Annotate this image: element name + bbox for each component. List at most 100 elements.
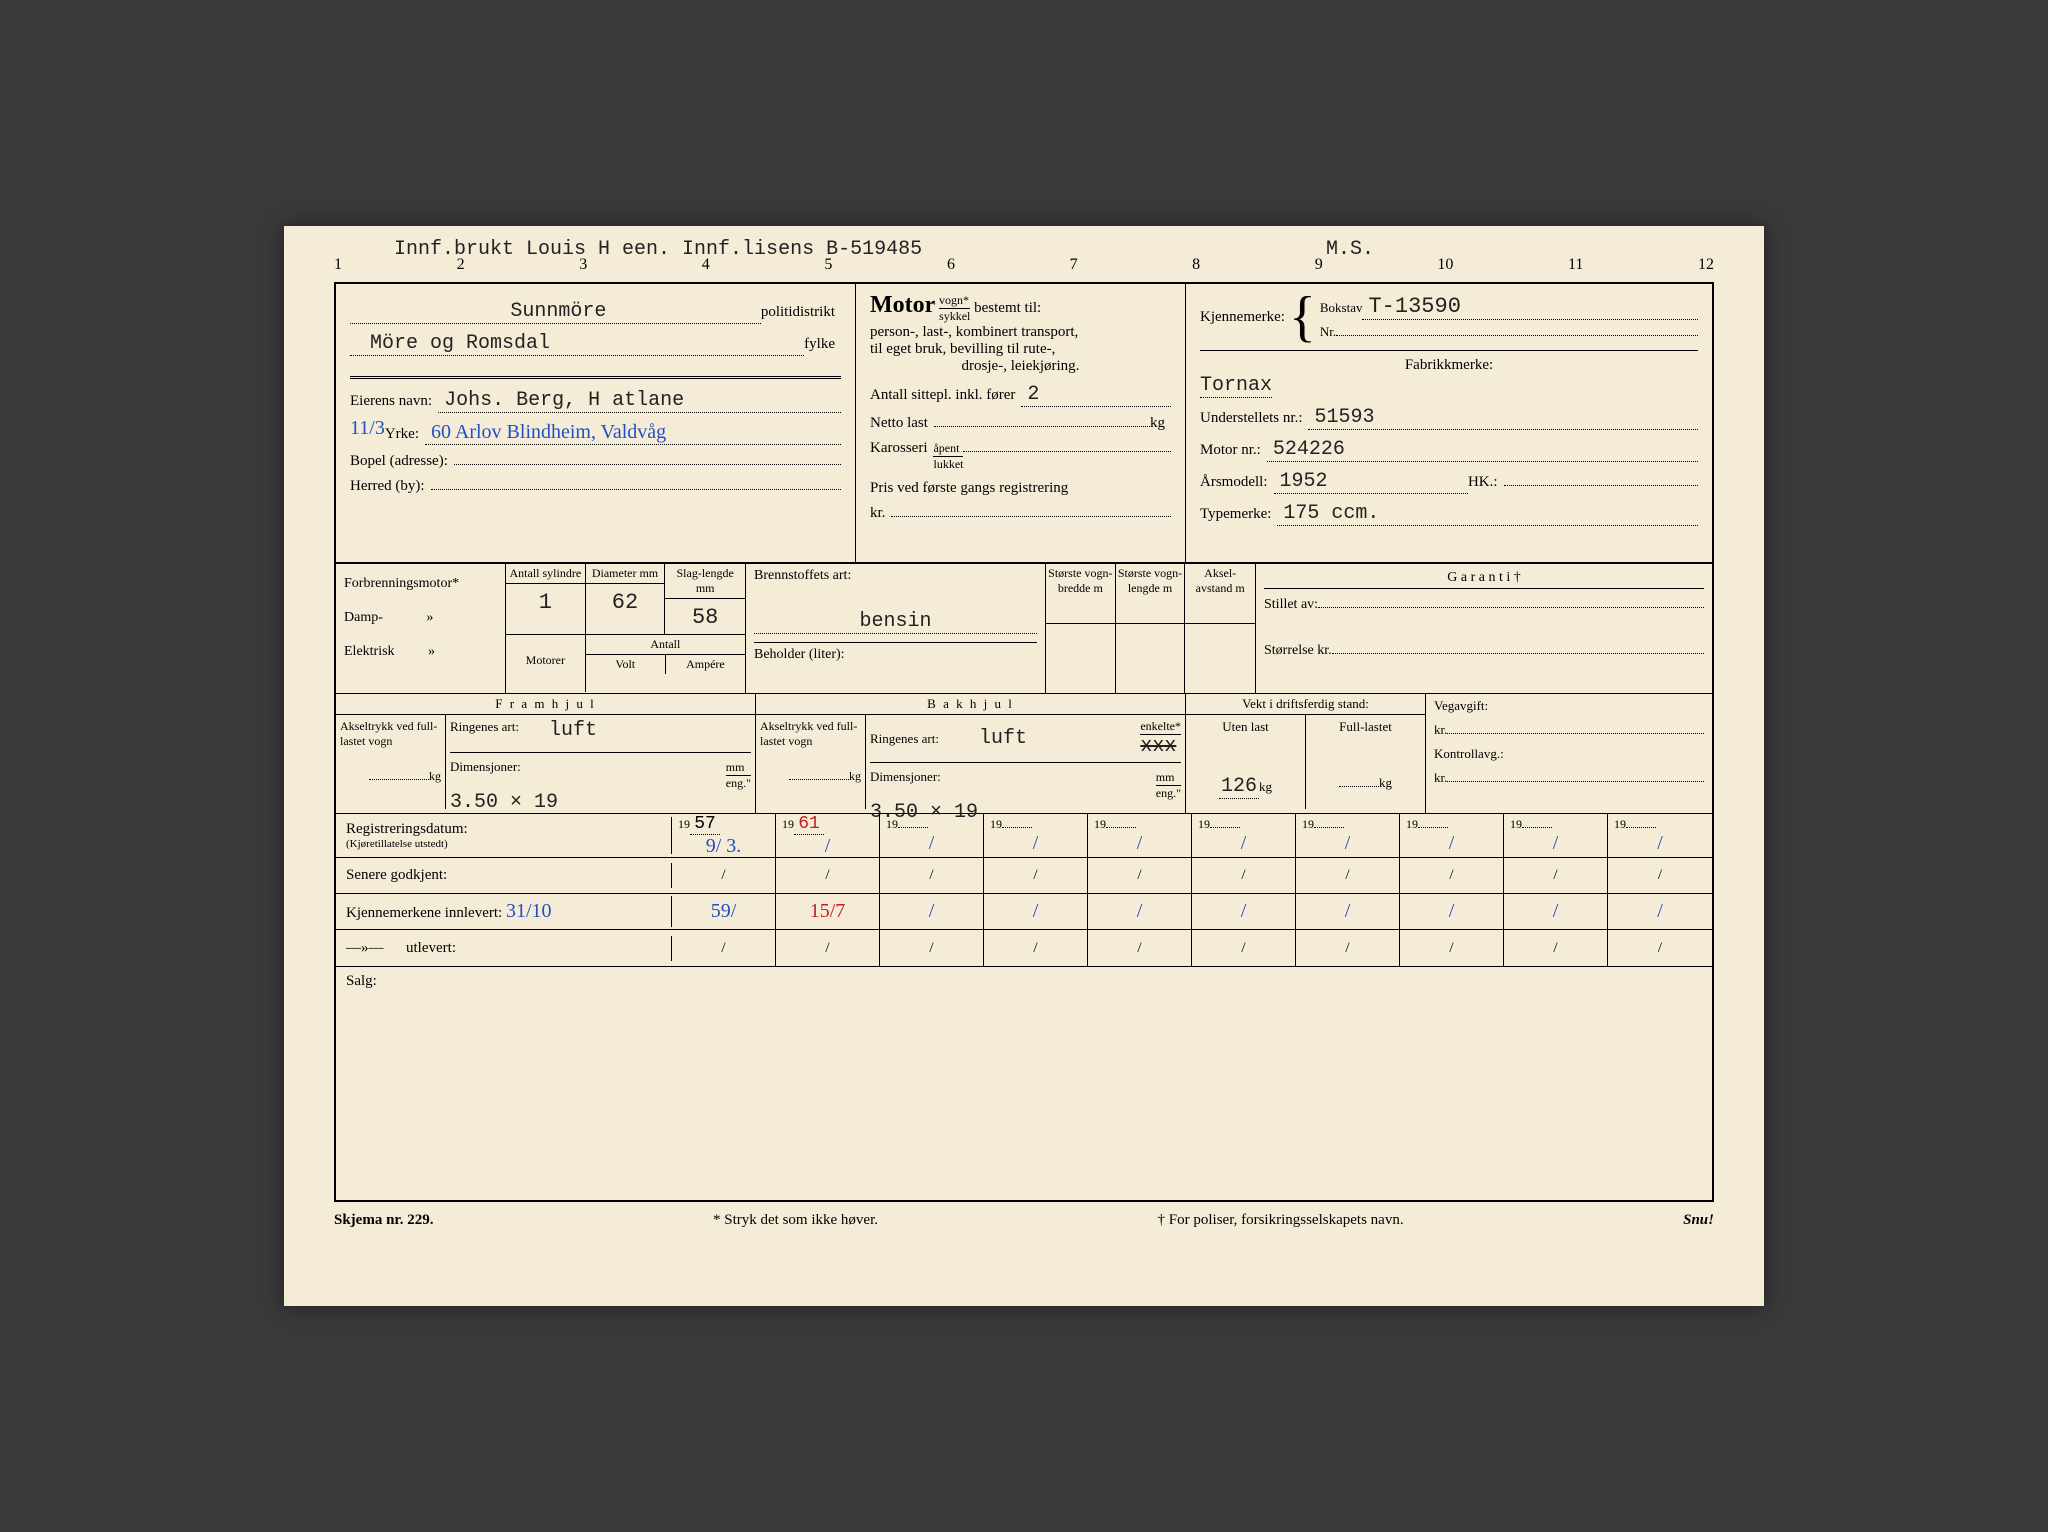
understell-value: 51593 [1308, 406, 1698, 430]
aarsmodell-value: 1952 [1274, 470, 1468, 494]
form-box: Sunnmöre politidistrikt Möre og Romsdal … [334, 282, 1714, 1202]
ring-front-value: luft [549, 719, 597, 742]
aarsmodell-label: Årsmodell: [1200, 474, 1268, 491]
bopel-label: Bopel (adresse): [350, 453, 448, 470]
framhjul-label: F r a m h j u l [336, 694, 755, 715]
date-year-cell: 19/ [1400, 814, 1504, 857]
date-year-cell: 1961/ [776, 814, 880, 857]
date-inn-cell: / [1504, 894, 1608, 929]
kjennemerke-label: Kjennemerke: [1200, 309, 1285, 326]
fabrikkmerke-label: Fabrikkmerke: [1200, 357, 1698, 374]
date-ut-cell: / [984, 930, 1088, 966]
date-inn-cell: / [984, 894, 1088, 929]
motor-block: Motor vogn* sykkel bestemt til: person-,… [856, 284, 1186, 562]
registration-card: Innf.brukt Louis H een. Innf.lisens B-51… [284, 226, 1764, 1306]
motornr-label: Motor nr.: [1200, 442, 1261, 459]
top-section: Sunnmöre politidistrikt Möre og Romsdal … [336, 284, 1712, 564]
ruler: Innf.brukt Louis H een. Innf.lisens B-51… [334, 256, 1714, 274]
sittepl-label: Antall sittepl. inkl. fører [870, 387, 1015, 404]
herred-value [431, 489, 841, 490]
typemerke-value: 175 ccm. [1277, 502, 1698, 526]
tick: 7 [1070, 256, 1078, 274]
kontroll-label: Kontrollavg.: [1434, 746, 1704, 762]
karosseri-label: Karosseri [870, 440, 927, 457]
date-inn-cell: / [1608, 894, 1712, 929]
ring-rear-value: luft [979, 727, 1027, 750]
date-sen-cell: / [1608, 858, 1712, 893]
footer: Skjema nr. 229. * Stryk det som ikke høv… [334, 1212, 1714, 1229]
fylke-value: Möre og Romsdal [350, 332, 804, 356]
motor-line3: drosje-, leiekjøring. [870, 358, 1171, 375]
date-sen-cell: / [776, 858, 880, 893]
hk-value [1504, 485, 1698, 486]
tick: 8 [1192, 256, 1200, 274]
motornr-value: 524226 [1267, 438, 1698, 462]
motor-line1: person-, last-, kombinert transport, [870, 324, 1171, 341]
bestemt-label: bestemt til: [974, 300, 1041, 316]
salg-block: Salg: [336, 967, 1712, 1057]
fylke-label: fylke [804, 336, 835, 353]
bokstav-label: Bokstav [1320, 300, 1363, 316]
bokstav-value: T-13590 [1362, 294, 1698, 320]
elektrisk-label: Elektrisk [344, 644, 395, 659]
date-ut-cell: / [1192, 930, 1296, 966]
understell-label: Understellets nr.: [1200, 410, 1302, 427]
date-year-cell: 19/ [880, 814, 984, 857]
senere-label: Senere godkjent: [336, 863, 672, 888]
typemerke-label: Typemerke: [1200, 506, 1271, 523]
vegavgift-label: Vegavgift: [1434, 698, 1704, 714]
hk-label: HK.: [1468, 474, 1498, 491]
reg-label: Registreringsdatum: [346, 821, 661, 838]
utlevert-label: utlevert: [406, 940, 456, 956]
date-inn-cell: 59/ [672, 894, 776, 929]
date-ut-cell: / [1504, 930, 1608, 966]
date-sen-cell: / [880, 858, 984, 893]
nr-label: Nr. [1320, 324, 1336, 340]
tick: 6 [947, 256, 955, 274]
yrke-value: 60 Arlov Blindheim, Valdvåg [425, 421, 841, 445]
header-note: Innf.brukt Louis H een. Innf.lisens B-51… [394, 238, 922, 261]
date-year-cell: 19/ [1088, 814, 1192, 857]
date-sen-cell: / [984, 858, 1088, 893]
motor-line2: til eget bruk, bevilling til rute-, [870, 341, 1171, 358]
yrke-date: 11/3 [350, 417, 385, 440]
date-year-cell: 19/ [984, 814, 1088, 857]
brennstoff-label: Brennstoffets art: [754, 568, 1037, 584]
wheels-row: F r a m h j u l Akseltrykk ved full-last… [336, 694, 1712, 814]
dim-front-value: 3.50 × 19 [450, 791, 751, 814]
innlevert-date: 31/10 [506, 900, 552, 922]
district-owner-block: Sunnmöre politidistrikt Möre og Romsdal … [336, 284, 856, 562]
netto-unit: kg [1150, 415, 1165, 432]
salg-label: Salg: [346, 973, 377, 989]
date-sen-cell: / [672, 858, 776, 893]
poliser-note: † For poliser, forsikringsselskapets nav… [1158, 1212, 1404, 1229]
date-ut-cell: / [1400, 930, 1504, 966]
karosseri-fraction: åpent lukket [933, 441, 963, 472]
date-sen-cell: / [1192, 858, 1296, 893]
date-year-cell: 19/ [1608, 814, 1712, 857]
uten-val: 126 [1219, 775, 1259, 799]
date-ut-cell: / [880, 930, 984, 966]
date-inn-cell: / [1088, 894, 1192, 929]
date-sen-cell: / [1296, 858, 1400, 893]
tick: 10 [1437, 256, 1453, 274]
owner-name-label: Eierens navn: [350, 393, 432, 410]
engine-row: Forbrenningsmotor* Damp- » Elektrisk » A… [336, 564, 1712, 694]
skjema-nr: Skjema nr. 229. [334, 1212, 433, 1229]
kjennemerke-block: Kjennemerke: { Bokstav T-13590 Nr. [1186, 284, 1712, 562]
date-sen-cell: / [1088, 858, 1192, 893]
netto-label: Netto last [870, 415, 928, 432]
nr-value [1336, 335, 1698, 336]
fabrikkmerke-value: Tornax [1200, 374, 1272, 398]
sittepl-value: 2 [1021, 383, 1171, 407]
yrke-label: Yrke: [385, 426, 419, 443]
stryk-note: * Stryk det som ikke høver. [713, 1212, 878, 1229]
date-sen-cell: / [1504, 858, 1608, 893]
dates-section: Registreringsdatum: (Kjøretillatelse uts… [336, 814, 1712, 967]
tick: 1 [334, 256, 342, 274]
tick: 12 [1698, 256, 1714, 274]
date-year-cell: 19/ [1504, 814, 1608, 857]
vekt-label: Vekt i driftsferdig stand: [1186, 694, 1425, 715]
date-inn-cell: / [880, 894, 984, 929]
bopel-value [454, 464, 841, 465]
